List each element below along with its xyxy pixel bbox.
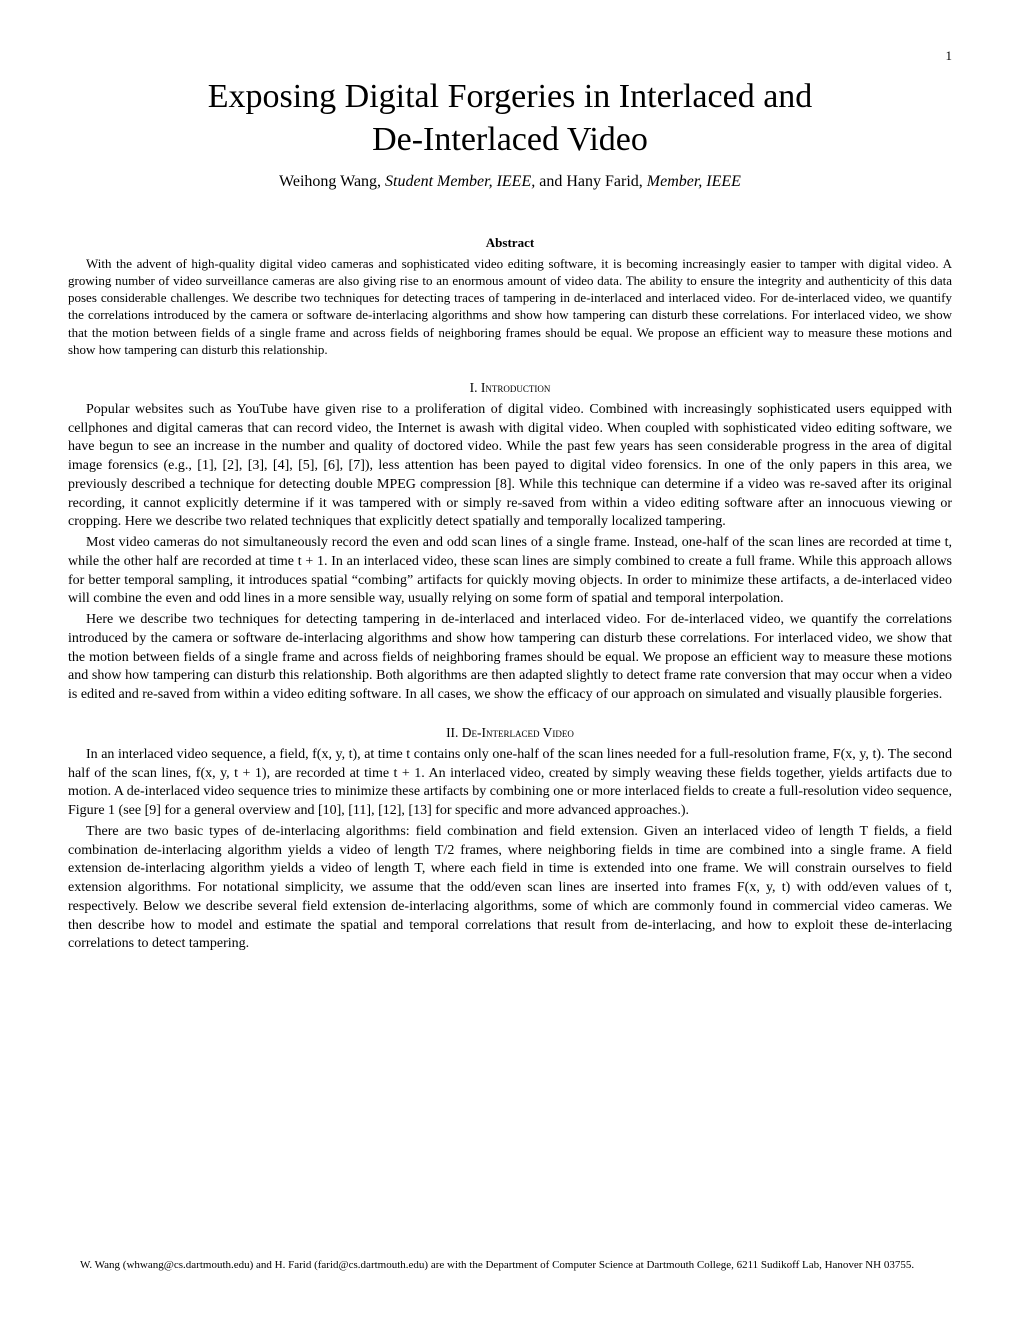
authors: Weihong Wang, Student Member, IEEE, and … [68,173,952,191]
section-2-heading: II. De-Interlaced Video [68,725,952,741]
abstract-text: With the advent of high-quality digital … [68,255,952,358]
title-line-2: De-Interlaced Video [372,121,648,158]
section-1-paragraph-3: Here we describe two techniques for dete… [68,611,952,705]
author-affiliation-footnote: W. Wang (whwang@cs.dartmouth.edu) and H.… [68,1258,952,1272]
paper-page: 1 Exposing Digital Forgeries in Interlac… [0,0,1020,1320]
paper-title: Exposing Digital Forgeries in Interlaced… [68,76,952,161]
section-1-heading: I. Introduction [68,380,952,396]
title-line-1: Exposing Digital Forgeries in Interlaced… [208,78,813,115]
section-1-paragraph-1: Popular websites such as YouTube have gi… [68,401,952,532]
section-1-paragraph-2: Most video cameras do not simultaneously… [68,534,952,609]
abstract-heading: Abstract [68,235,952,251]
page-number: 1 [946,48,953,64]
section-2-paragraph-1: In an interlaced video sequence, a field… [68,746,952,821]
section-2-paragraph-2: There are two basic types of de-interlac… [68,823,952,954]
